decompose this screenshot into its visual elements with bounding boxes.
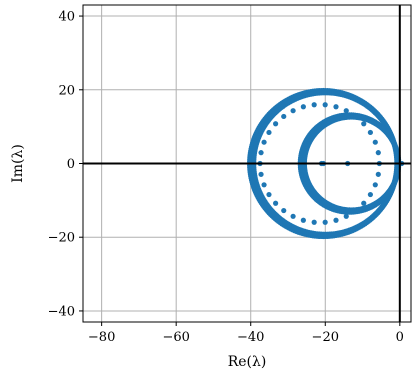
data-point <box>266 129 272 136</box>
data-point <box>375 171 381 177</box>
scatter-points <box>247 87 405 240</box>
data-point <box>266 191 272 198</box>
data-point <box>311 102 317 108</box>
data-point <box>281 207 287 214</box>
y-tick-label: 20 <box>58 83 75 98</box>
reference-lines <box>83 5 411 322</box>
data-point <box>258 171 264 177</box>
data-point <box>261 139 267 145</box>
data-point <box>258 150 264 156</box>
data-point <box>322 102 328 108</box>
data-point <box>311 219 317 225</box>
data-point <box>372 182 378 188</box>
data-point <box>361 121 367 127</box>
data-point <box>261 182 267 188</box>
x-tick-label: −60 <box>162 330 189 345</box>
data-point <box>367 191 373 198</box>
data-point <box>361 200 367 206</box>
data-point <box>322 219 328 225</box>
data-point <box>300 217 306 223</box>
y-tick-label: 0 <box>67 157 75 172</box>
data-point <box>333 104 339 110</box>
data-point <box>343 108 349 114</box>
data-point <box>333 217 339 223</box>
data-point <box>290 108 296 114</box>
axis-ticks: −80 −60 −40 −20 0 −40 −20 0 20 40 <box>48 10 404 345</box>
data-point <box>367 129 373 136</box>
data-point <box>273 121 279 127</box>
data-point <box>273 200 279 206</box>
data-point <box>300 104 306 110</box>
y-tick-label: −40 <box>48 304 75 319</box>
y-tick-label: 40 <box>58 10 75 25</box>
data-point <box>281 113 287 120</box>
data-point <box>343 213 349 219</box>
y-axis-label: Im(λ) <box>10 144 26 183</box>
x-axis-label: Re(λ) <box>228 354 267 370</box>
x-tick-label: −20 <box>312 330 339 345</box>
data-point <box>290 213 296 219</box>
data-point <box>375 150 381 156</box>
x-tick-label: −40 <box>237 330 264 345</box>
y-tick-label: −20 <box>48 231 75 246</box>
x-tick-label: −80 <box>88 330 115 345</box>
data-point <box>372 139 378 145</box>
x-tick-label: 0 <box>396 330 404 345</box>
